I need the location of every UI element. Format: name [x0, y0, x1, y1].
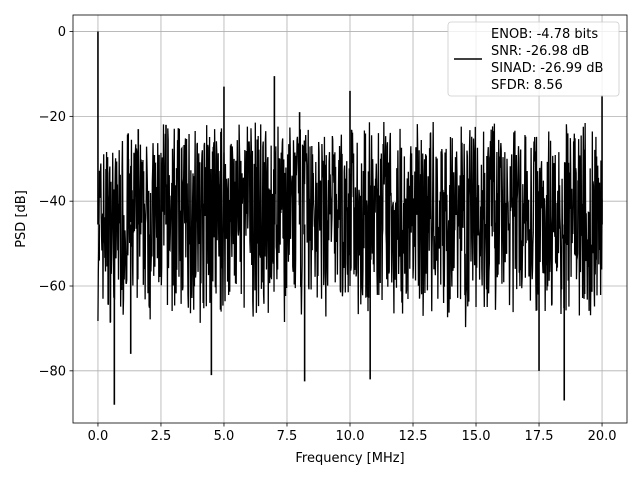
y-tick-label: −20 — [39, 110, 66, 125]
x-tick-label: 5.0 — [214, 429, 235, 444]
x-tick-label: 20.0 — [588, 429, 617, 444]
x-tick-label: 12.5 — [399, 429, 428, 444]
y-axis-ticks: 0 −20 −40 −60 −80 — [39, 25, 73, 379]
legend-entry-snr: SNR: -26.98 dB — [491, 44, 589, 59]
x-tick-label: 7.5 — [277, 429, 298, 444]
legend-entry-sfdr: SFDR: 8.56 — [491, 78, 563, 93]
x-tick-label: 15.0 — [462, 429, 491, 444]
x-tick-label: 2.5 — [151, 429, 172, 444]
x-axis-label: Frequency [MHz] — [295, 451, 404, 466]
y-tick-label: 0 — [58, 25, 66, 40]
legend-entry-sinad: SINAD: -26.99 dB — [491, 61, 603, 76]
x-tick-label: 0.0 — [88, 429, 109, 444]
x-tick-label: 17.5 — [525, 429, 554, 444]
y-tick-label: −60 — [39, 280, 66, 295]
legend-box — [447, 21, 620, 97]
y-tick-label: −80 — [39, 364, 66, 379]
x-tick-label: 10.0 — [336, 429, 365, 444]
y-tick-label: −40 — [39, 195, 66, 210]
psd-series — [97, 31, 603, 405]
x-axis-ticks: 0.0 2.5 5.0 7.5 10.0 12.5 15.0 17.5 20.0 — [88, 423, 617, 444]
y-axis-label: PSD [dB] — [14, 190, 29, 248]
psd-trace — [97, 121, 603, 328]
legend: ENOB: -4.78 bits SNR: -26.98 dB SINAD: -… — [447, 21, 620, 97]
legend-entry-enob: ENOB: -4.78 bits — [491, 27, 598, 42]
